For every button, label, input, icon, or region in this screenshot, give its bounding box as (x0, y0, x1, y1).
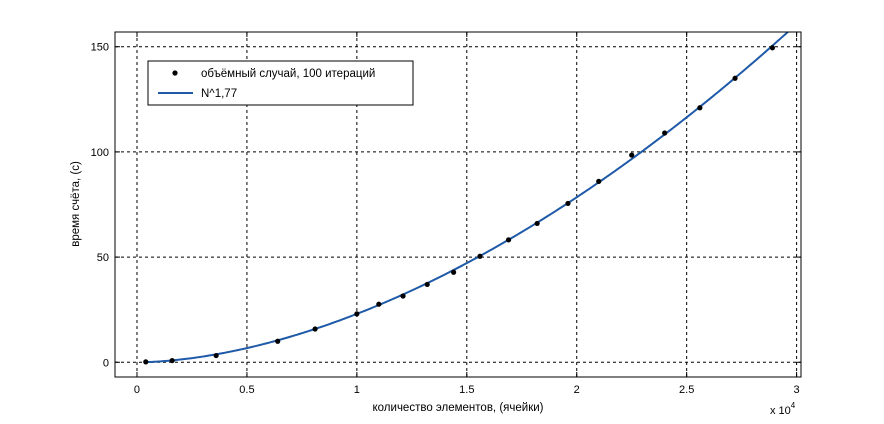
data-point (565, 200, 571, 207)
data-point (424, 281, 430, 288)
plot-frame (114, 31, 802, 378)
y-axis: 0 50 100 150 (91, 42, 801, 369)
data-point (477, 253, 483, 259)
x-exponent-label: x 104 (770, 401, 796, 417)
data-point (451, 269, 457, 275)
data-points-series (143, 45, 776, 365)
legend-label-line: N^1,77 (201, 88, 237, 100)
data-point (596, 178, 602, 184)
data-point (505, 237, 512, 243)
y-tick-label: 50 (97, 252, 109, 264)
x-axis: 0 0.5 1 1.5 2 2.5 3 (134, 32, 800, 396)
data-point (769, 45, 776, 51)
legend: объёмный случай, 100 итераций N^1,77 (147, 60, 414, 106)
data-point (143, 359, 149, 365)
x-tick-label: 1 (354, 384, 360, 396)
data-point (213, 352, 219, 359)
x-exponent-power: 4 (791, 401, 796, 410)
x-tick-label: 3 (794, 384, 800, 396)
x-axis-label: количество элементов, (ячейки) (373, 402, 544, 414)
data-point (376, 301, 382, 307)
x-exponent-base: x 10 (770, 405, 791, 417)
data-point (312, 326, 318, 332)
y-axis-label: время счёта, (с) (70, 161, 82, 247)
y-tick-label: 150 (91, 42, 109, 54)
data-point (400, 293, 406, 299)
data-point (732, 75, 738, 81)
x-tick-label: 2.5 (679, 384, 694, 396)
grid (115, 32, 801, 377)
fit-line-series (145, 32, 790, 364)
data-point (275, 338, 281, 344)
x-tick-label: 1.5 (459, 384, 474, 396)
fit-line (145, 32, 790, 364)
data-point (662, 130, 668, 136)
x-tick-label: 0.5 (239, 384, 254, 396)
x-tick-label: 2 (574, 384, 580, 396)
data-point (169, 357, 175, 364)
y-tick-label: 0 (103, 357, 109, 369)
data-point (534, 220, 540, 227)
data-point (629, 152, 635, 158)
legend-marker-points (172, 70, 178, 76)
data-point (697, 105, 703, 111)
data-point (354, 311, 360, 317)
legend-label-points: объёмный случай, 100 итераций (201, 68, 375, 80)
legend-box (147, 60, 414, 106)
y-tick-label: 100 (91, 147, 109, 159)
x-tick-label: 0 (134, 384, 140, 396)
